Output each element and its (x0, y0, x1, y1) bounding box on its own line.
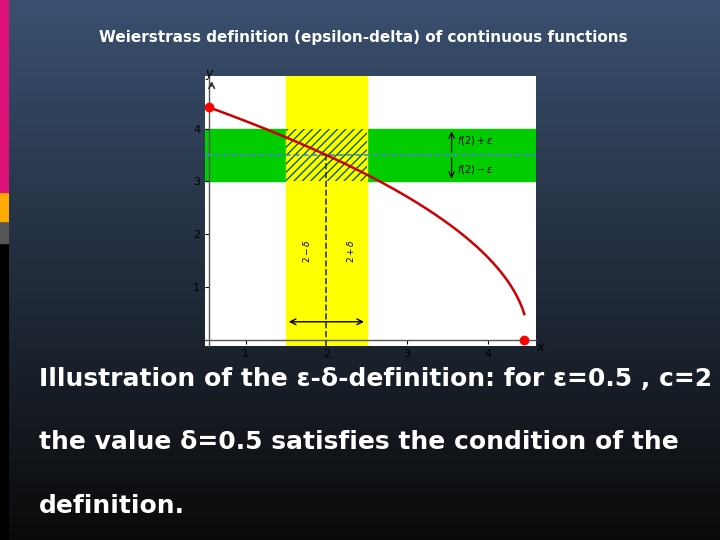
Bar (0, 192, 9, 221)
Text: Weierstrass definition (epsilon-delta) of continuous functions: Weierstrass definition (epsilon-delta) o… (99, 30, 628, 45)
Text: x: x (536, 341, 544, 354)
Text: $2+\delta$: $2+\delta$ (345, 239, 356, 263)
Text: y: y (205, 66, 213, 80)
Bar (0, 0, 9, 192)
Text: definition.: definition. (39, 494, 185, 518)
Text: the value δ=0.5 satisfies the condition of the: the value δ=0.5 satisfies the condition … (39, 430, 679, 454)
Bar (0, 243, 9, 540)
Bar (205, 129, 536, 181)
Bar (286, 129, 366, 181)
Bar (0, 221, 9, 243)
Text: $f(2)+\varepsilon$: $f(2)+\varepsilon$ (457, 134, 493, 147)
Text: $f(2)-\varepsilon$: $f(2)-\varepsilon$ (457, 163, 493, 176)
Text: $2-\delta$: $2-\delta$ (301, 239, 312, 263)
Bar (286, 76, 366, 346)
Text: Illustration of the ε-δ-definition: for ε=0.5 , c=2: Illustration of the ε-δ-definition: for … (39, 367, 712, 392)
